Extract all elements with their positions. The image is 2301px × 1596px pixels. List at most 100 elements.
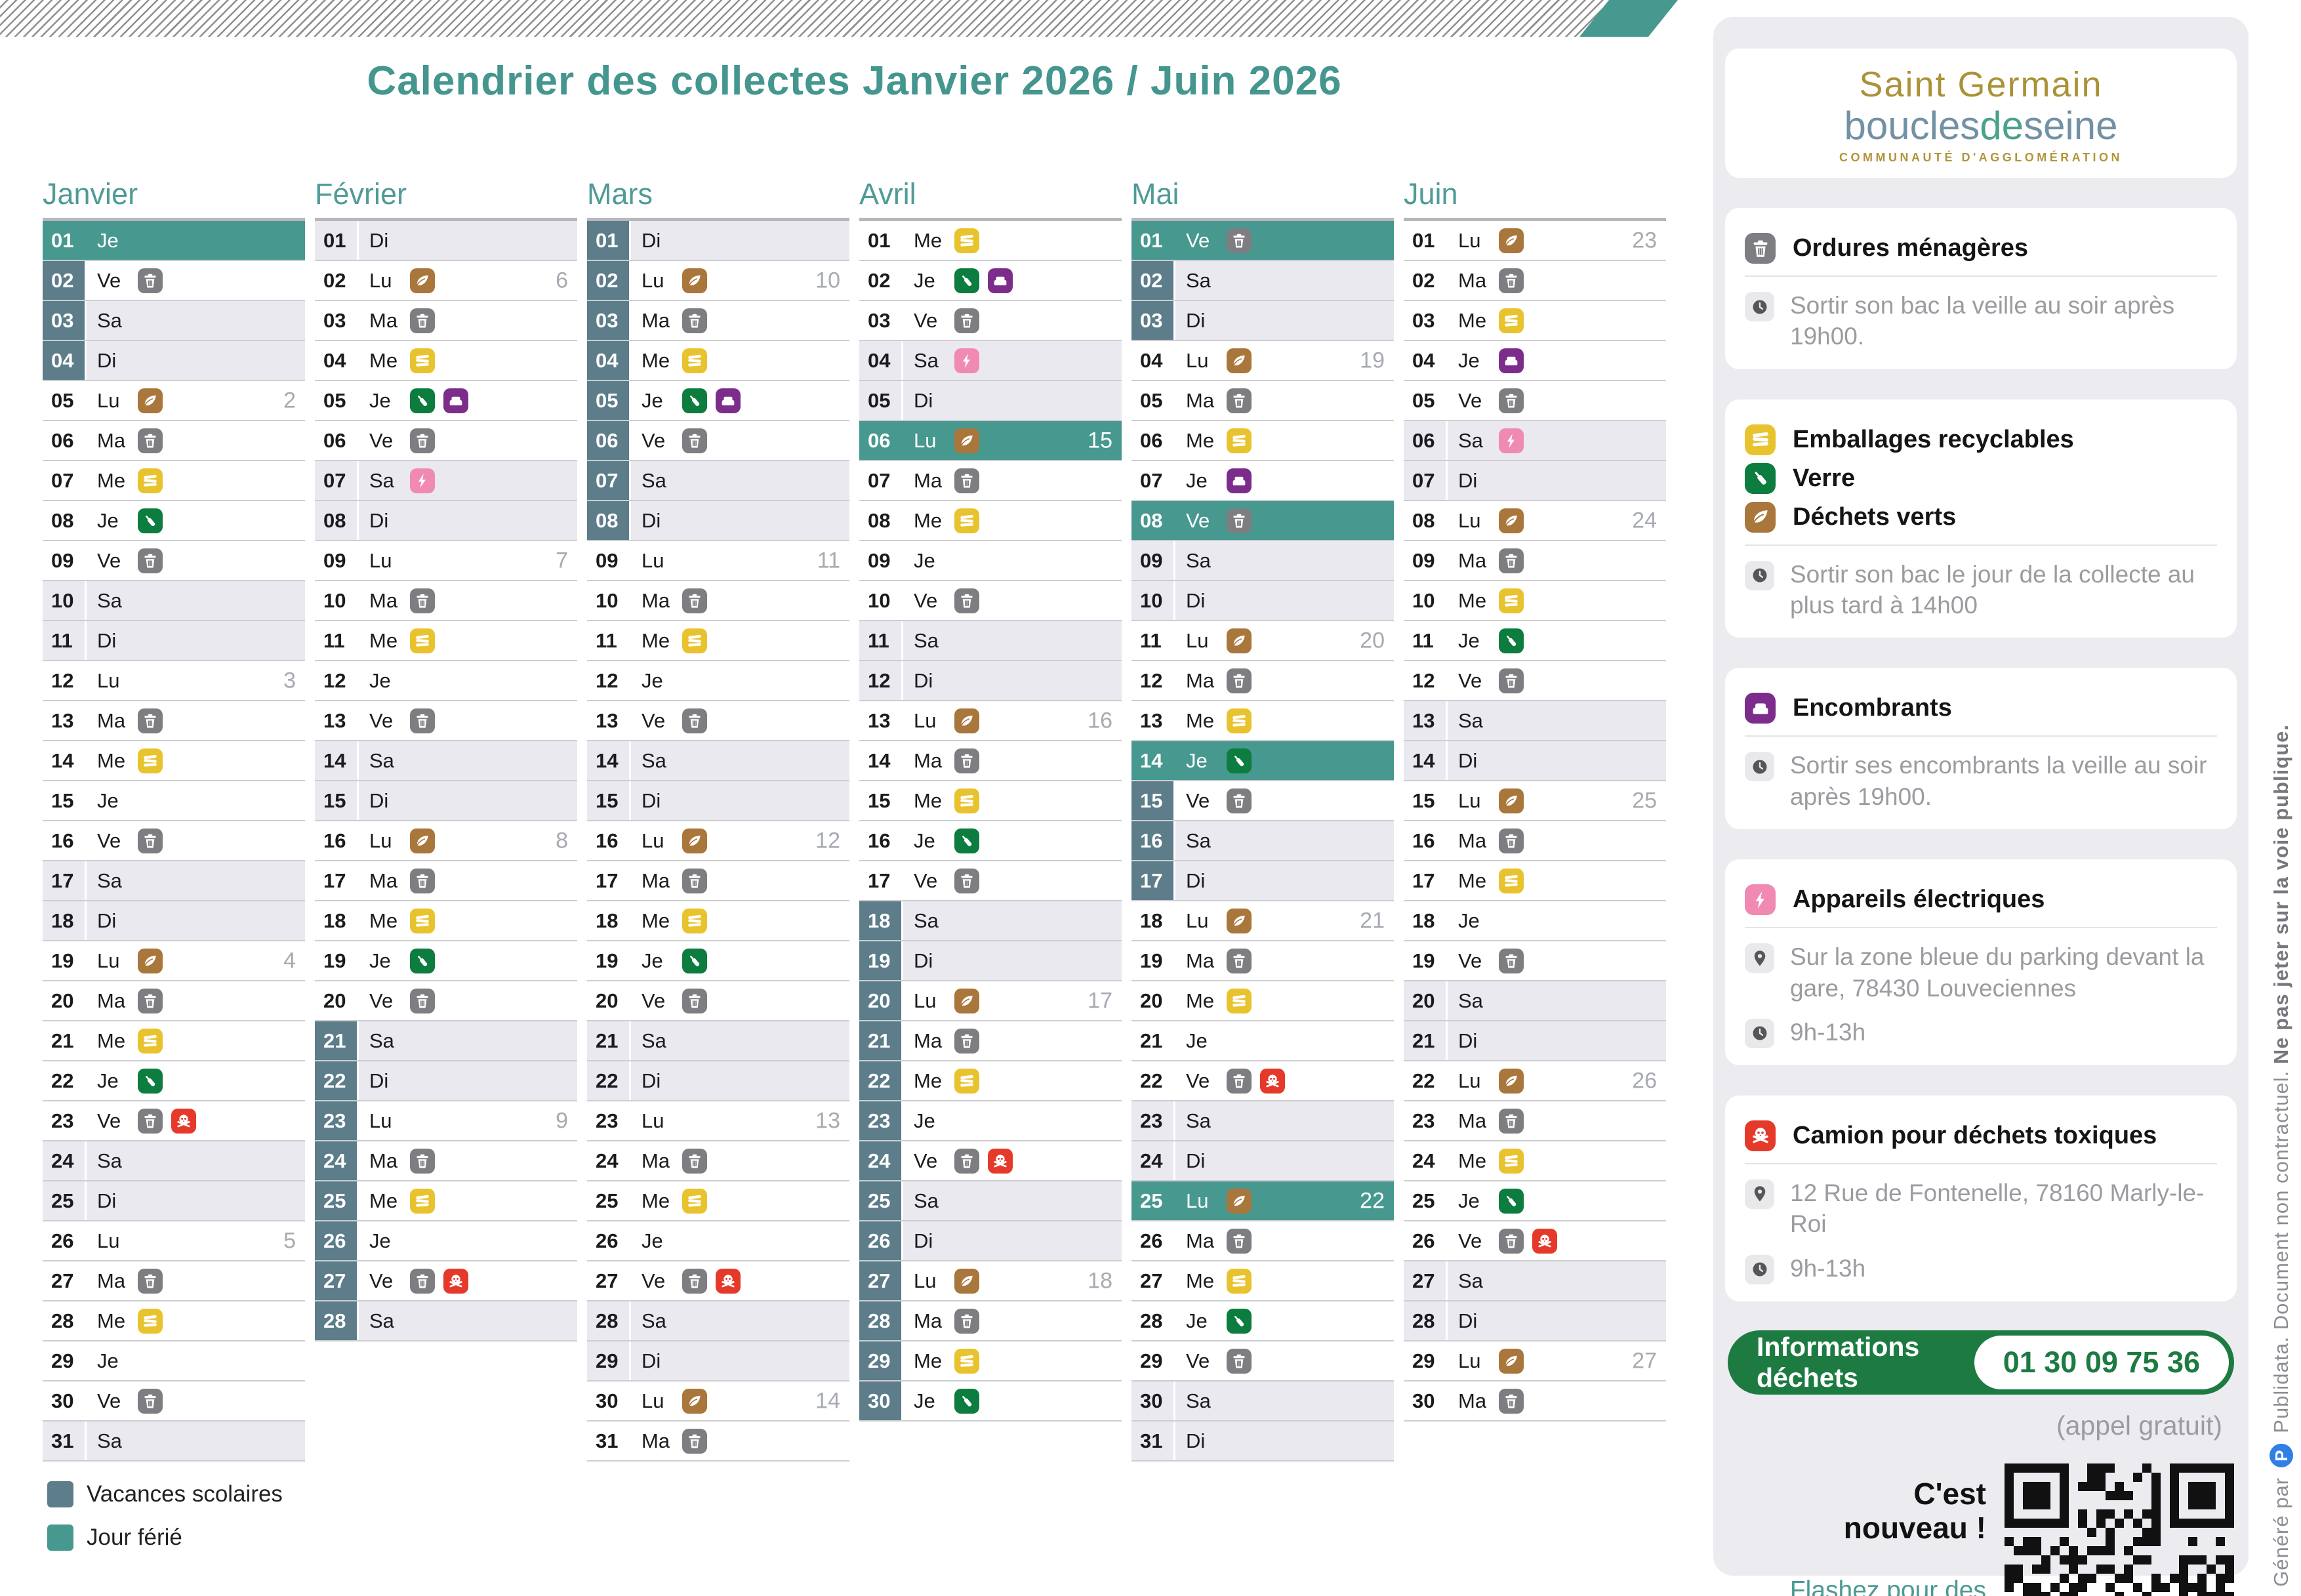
collection-icons	[1499, 1141, 1524, 1180]
weekday-label: Ve	[97, 548, 121, 572]
day-row: 01 Di	[587, 221, 849, 261]
day-row: 21 Sa	[587, 1021, 849, 1061]
day-row: 13 Lu 16	[859, 701, 1122, 741]
day-number: 02	[1131, 261, 1175, 300]
trash-icon	[138, 1388, 163, 1414]
divider	[1745, 1162, 2217, 1164]
day-row: 21 Sa	[315, 1021, 577, 1061]
waste-type-row: Appareils électriques	[1745, 884, 2217, 916]
weekday-label: Ma	[1458, 1109, 1487, 1132]
qr-code	[2005, 1463, 2234, 1596]
trash-icon	[954, 588, 979, 613]
day-row: 08 Ve	[1131, 501, 1394, 541]
weekday-label: Ma	[369, 869, 398, 892]
day-number: 27	[1404, 1261, 1448, 1300]
weekday-label: Je	[914, 829, 935, 852]
day-number: 24	[315, 1141, 359, 1180]
divider	[1745, 735, 2217, 737]
month-grid: 01 Lu 23 02 Ma 03 Me 04 Je 05 Ve 06 Sa 07 Di 08 Lu 24 09 Ma…	[1404, 218, 1666, 1422]
day-row: 27 Ma	[43, 1261, 305, 1301]
collection-icons	[138, 1101, 196, 1140]
day-row: 30 Lu 14	[587, 1381, 849, 1422]
leaf-icon	[410, 268, 435, 293]
day-row: 09 Lu 11	[587, 541, 849, 581]
month-grid: 01 Di 02 Lu 10 03 Ma 04 Me 05 Je 06 Ve 07 Sa 08 Di 09 Lu 11…	[587, 218, 849, 1462]
collection-icons	[1227, 621, 1252, 660]
weekday-label: Ve	[1186, 788, 1210, 812]
trash-icon	[410, 308, 435, 333]
day-row: 15 Lu 25	[1404, 781, 1666, 821]
day-number: 12	[859, 661, 903, 700]
trash-icon	[1499, 1388, 1524, 1414]
trash-icon	[954, 1028, 979, 1054]
weekday-label: Di	[369, 788, 389, 812]
day-row: 28 Me	[43, 1301, 305, 1341]
packaging-icon	[1499, 588, 1524, 613]
weekday-label: Sa	[97, 308, 122, 332]
weekday-label: Ve	[641, 708, 666, 732]
collection-icons	[1499, 1341, 1524, 1380]
collection-icons	[1499, 261, 1524, 300]
day-number: 19	[43, 941, 87, 980]
weekday-label: Ve	[97, 1389, 121, 1412]
waste-type-row: Emballages recyclables	[1745, 424, 2217, 455]
trash-icon	[682, 1148, 707, 1174]
week-number: 27	[1632, 1348, 1657, 1373]
day-number: 24	[1404, 1141, 1448, 1180]
weekday-label: Sa	[1458, 708, 1483, 732]
day-row: 15 Di	[315, 781, 577, 821]
day-row: 24 Ve	[859, 1141, 1122, 1181]
trash-icon	[138, 268, 163, 293]
day-number: 02	[859, 261, 903, 300]
week-number: 25	[1632, 788, 1657, 813]
day-number: 01	[43, 221, 87, 260]
trash-icon	[410, 588, 435, 613]
collection-icons	[1227, 1261, 1252, 1300]
day-number: 01	[587, 221, 631, 260]
day-row: 02 Lu 6	[315, 261, 577, 301]
collection-icons	[138, 261, 163, 300]
day-row: 22 Je	[43, 1061, 305, 1101]
bottle-icon	[410, 388, 435, 413]
collection-icons	[1499, 381, 1524, 420]
day-row: 23 Ve	[43, 1101, 305, 1141]
weekday-label: Di	[1458, 468, 1478, 492]
day-row: 21 Ma	[859, 1021, 1122, 1061]
day-number: 28	[587, 1301, 631, 1340]
weekday-label: Lu	[97, 668, 120, 692]
trash-icon	[682, 1428, 707, 1454]
day-row: 27 Ve	[315, 1261, 577, 1301]
weekday-label: Sa	[369, 748, 394, 772]
trash-icon	[1227, 948, 1252, 973]
trash-icon	[410, 868, 435, 893]
leaf-icon	[1499, 228, 1524, 253]
day-number: 07	[859, 461, 903, 500]
bottle-icon	[954, 828, 979, 853]
day-row: 27 Me	[1131, 1261, 1394, 1301]
collection-icons	[682, 1181, 707, 1220]
weekday-label: Lu	[1186, 628, 1209, 652]
skull-icon	[1260, 1068, 1285, 1094]
collection-icons	[1499, 501, 1524, 540]
packaging-icon	[138, 1028, 163, 1054]
day-number: 05	[587, 381, 631, 420]
day-row: 24 Ma	[587, 1141, 849, 1181]
collection-icons	[682, 861, 707, 900]
weekday-label: Ve	[369, 1269, 394, 1292]
month-mars: Mars 01 Di 02 Lu 10 03 Ma 04 Me 05 Je 06 Ve 07 Sa 08 Di 09…	[587, 165, 849, 1462]
collection-icons	[138, 1381, 163, 1420]
weekday-label: Ma	[914, 748, 943, 772]
collection-icons	[954, 421, 979, 460]
weekday-label: Me	[641, 348, 670, 372]
day-row: 18 Je	[1404, 901, 1666, 941]
packaging-icon	[1499, 308, 1524, 333]
weekday-label: Ma	[1458, 548, 1487, 572]
weekday-label: Ma	[914, 468, 943, 492]
weekday-label: Ve	[1186, 1069, 1210, 1092]
day-number: 06	[1404, 421, 1448, 460]
day-row: 14 Je	[1131, 741, 1394, 781]
day-row: 23 Lu 9	[315, 1101, 577, 1141]
phone-button[interactable]: Informations déchets 01 30 09 75 36	[1728, 1330, 2234, 1395]
day-number: 09	[587, 541, 631, 580]
collection-icons	[138, 1301, 163, 1340]
